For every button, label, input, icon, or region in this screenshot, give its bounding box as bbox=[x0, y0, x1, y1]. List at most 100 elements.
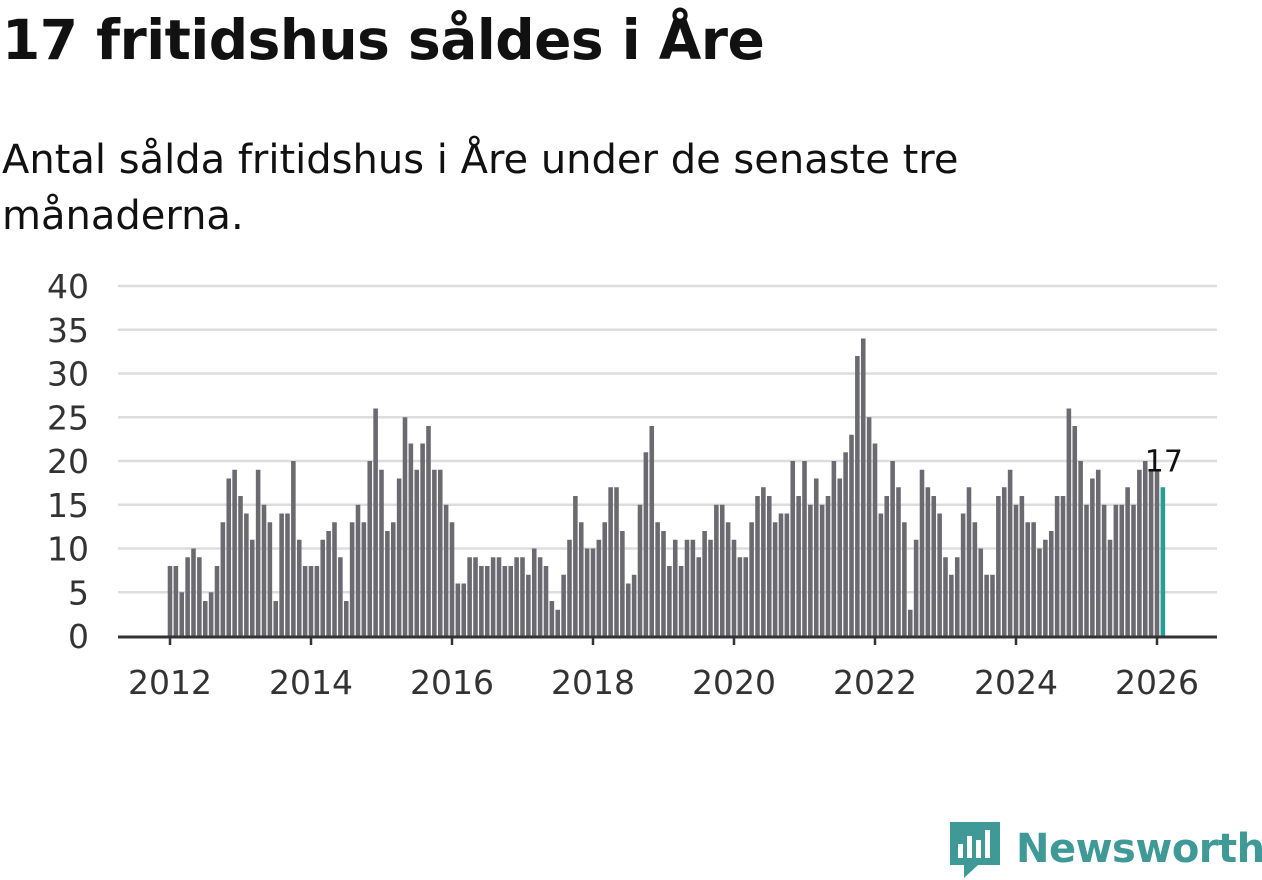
bar bbox=[220, 522, 226, 636]
bar bbox=[884, 496, 890, 636]
bar bbox=[526, 574, 531, 636]
bar bbox=[291, 461, 296, 636]
bar bbox=[555, 609, 561, 636]
bar bbox=[790, 461, 796, 636]
bar bbox=[631, 574, 637, 636]
bar bbox=[578, 522, 584, 636]
bar bbox=[943, 557, 948, 636]
bar bbox=[831, 461, 837, 636]
y-tick-label: 40 bbox=[47, 267, 89, 306]
bar bbox=[778, 513, 784, 636]
bar bbox=[837, 478, 843, 636]
bar bbox=[872, 443, 878, 636]
bar bbox=[960, 513, 966, 636]
bar bbox=[467, 557, 472, 636]
bar bbox=[784, 513, 790, 636]
bar bbox=[1060, 496, 1066, 636]
bar bbox=[1072, 426, 1078, 636]
bar bbox=[1148, 469, 1154, 636]
bar bbox=[937, 513, 942, 636]
newsworthy-logo-icon bbox=[950, 822, 1000, 878]
bar bbox=[702, 531, 707, 636]
bar bbox=[520, 557, 525, 636]
bar bbox=[1048, 531, 1054, 636]
bar bbox=[590, 548, 596, 636]
bar bbox=[226, 478, 232, 636]
bar bbox=[238, 496, 243, 636]
bars bbox=[167, 338, 1166, 636]
bar bbox=[766, 496, 772, 636]
y-tick-label: 5 bbox=[68, 573, 89, 612]
bar bbox=[449, 522, 455, 636]
bar bbox=[249, 539, 255, 636]
bar bbox=[690, 539, 696, 636]
bar bbox=[244, 513, 249, 636]
bar bbox=[285, 513, 290, 636]
bar bbox=[719, 504, 725, 636]
bar bbox=[390, 522, 396, 636]
bar bbox=[620, 531, 625, 636]
bar bbox=[614, 487, 619, 636]
x-tick-label: 2016 bbox=[410, 663, 494, 702]
bar bbox=[584, 548, 590, 636]
bar bbox=[385, 531, 390, 636]
bar bbox=[667, 566, 672, 636]
bar bbox=[802, 461, 807, 636]
bar bbox=[1101, 504, 1107, 636]
bar bbox=[396, 478, 402, 636]
bar bbox=[314, 566, 320, 636]
bar bbox=[443, 504, 449, 636]
bar bbox=[731, 539, 737, 636]
y-tick-label: 0 bbox=[68, 617, 89, 656]
bar bbox=[1137, 469, 1142, 636]
bar bbox=[1113, 504, 1119, 636]
bar bbox=[355, 504, 361, 636]
bar bbox=[813, 478, 819, 636]
x-tick-label: 2014 bbox=[269, 663, 353, 702]
x-axis-ticks: 2012 2014 2016 2018 2020 2022 2024 2026 bbox=[128, 637, 1199, 702]
bar bbox=[714, 504, 719, 636]
bar bbox=[567, 539, 572, 636]
bar bbox=[573, 496, 578, 636]
bar bbox=[414, 469, 420, 636]
bar bbox=[455, 583, 461, 636]
y-axis-tick-labels: 0 5 10 15 20 25 30 35 40 bbox=[47, 267, 89, 656]
bar bbox=[825, 496, 831, 636]
bar bbox=[261, 504, 267, 636]
bar bbox=[855, 356, 860, 636]
bar bbox=[902, 522, 907, 636]
bar bbox=[273, 601, 279, 636]
bar bbox=[1007, 469, 1013, 636]
bar bbox=[684, 539, 690, 636]
bar bbox=[1025, 522, 1031, 636]
bar bbox=[437, 469, 443, 636]
bar bbox=[696, 557, 702, 636]
latest-value-label: 17 bbox=[1145, 444, 1183, 479]
bar bbox=[255, 469, 261, 636]
bar bbox=[420, 443, 425, 636]
bar bbox=[849, 434, 854, 636]
bar bbox=[461, 583, 467, 636]
bar bbox=[349, 522, 355, 636]
bar bbox=[919, 469, 925, 636]
bar bbox=[338, 557, 343, 636]
bar bbox=[379, 469, 384, 636]
bar bbox=[954, 557, 960, 636]
bar bbox=[1054, 496, 1060, 636]
bar bbox=[214, 566, 220, 636]
bar bbox=[761, 487, 766, 636]
bar bbox=[1013, 504, 1019, 636]
bar bbox=[185, 557, 190, 636]
bar bbox=[637, 504, 643, 636]
bar bbox=[978, 548, 984, 636]
bar bbox=[878, 513, 884, 636]
bar bbox=[426, 426, 431, 636]
y-tick-label: 35 bbox=[47, 311, 89, 350]
bar bbox=[496, 557, 502, 636]
bar-highlight bbox=[1160, 487, 1166, 636]
bar bbox=[1107, 539, 1113, 636]
bar bbox=[167, 566, 173, 636]
bar bbox=[890, 461, 895, 636]
bar bbox=[197, 557, 202, 636]
bar bbox=[1142, 461, 1148, 636]
